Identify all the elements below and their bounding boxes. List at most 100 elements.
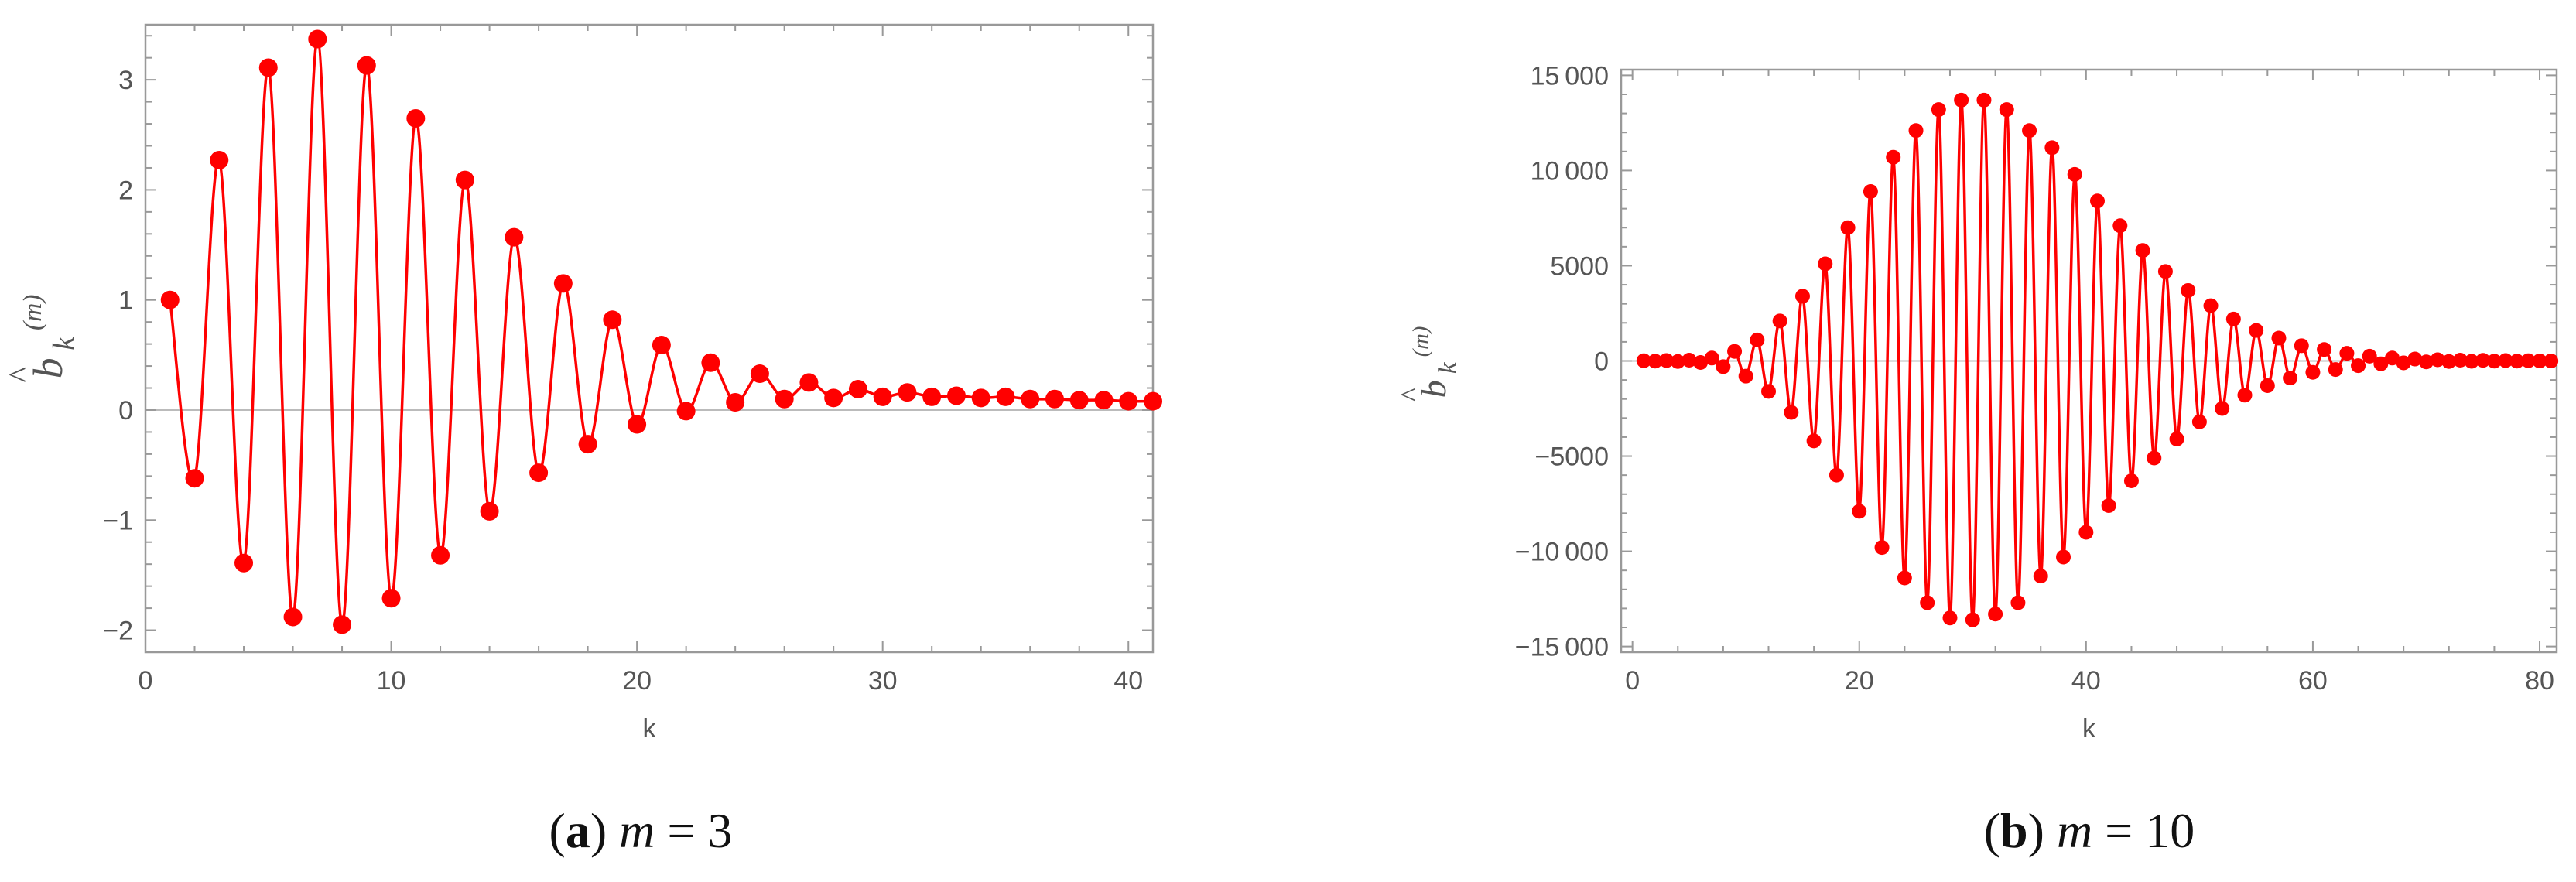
data-point (1874, 540, 1890, 556)
svg-text:b k (m): b k (m) (19, 295, 80, 379)
x-tick-label: 20 (1845, 666, 1874, 696)
data-point (2022, 123, 2037, 138)
y-label-subscript: k (1433, 361, 1462, 380)
data-point (2283, 371, 2298, 386)
data-point (1727, 344, 1743, 359)
data-point (1119, 391, 1138, 411)
data-point (1069, 391, 1089, 410)
y-tick-label: 5000 (1550, 251, 1609, 281)
y-tick-label: 0 (118, 396, 133, 426)
y-axis-label: b k (m)^ (1394, 326, 1462, 402)
x-axis-label: k (643, 714, 657, 744)
data-point (726, 393, 745, 412)
data-point (824, 388, 843, 408)
y-tick-label: −10 000 (1515, 538, 1609, 567)
data-point (1772, 313, 1787, 329)
data-point (750, 364, 769, 384)
data-point (1738, 368, 1753, 384)
y-tick-label: −15 000 (1515, 633, 1609, 662)
data-point (1806, 433, 1822, 449)
x-tick-label: 80 (2525, 666, 2554, 696)
data-point (1965, 612, 1980, 627)
data-point (2123, 473, 2139, 489)
data-point (505, 227, 524, 247)
data-point (2157, 264, 2173, 279)
data-point (2169, 431, 2184, 446)
data-point (1897, 570, 1912, 586)
data-point (1818, 256, 1833, 272)
data-point (431, 545, 450, 565)
data-point (996, 387, 1015, 406)
data-point (1681, 353, 1697, 368)
data-point (1750, 332, 1765, 347)
data-point (2044, 140, 2060, 156)
data-point (2203, 298, 2219, 313)
data-point (775, 389, 794, 409)
data-point (2225, 311, 2241, 326)
x-tick-label: 40 (1114, 666, 1143, 696)
y-label-symbol: b (25, 357, 71, 378)
data-point (2532, 354, 2547, 368)
data-point (652, 336, 671, 355)
data-point (2305, 364, 2321, 380)
data-point (1784, 405, 1799, 420)
x-tick-label: 0 (139, 666, 153, 696)
y-tick-label: −1 (103, 506, 133, 535)
data-point (971, 388, 990, 408)
data-point (2362, 348, 2377, 364)
data-point (2475, 353, 2491, 368)
data-point (2441, 354, 2457, 369)
data-point (185, 469, 204, 488)
data-point (160, 290, 180, 309)
data-point (283, 607, 303, 627)
data-point (1840, 220, 1856, 235)
data-point (2215, 401, 2230, 416)
x-tick-label: 10 (377, 666, 406, 696)
data-point (2509, 354, 2525, 369)
data-point (2294, 338, 2309, 354)
data-point (1647, 354, 1663, 369)
data-point (898, 383, 917, 402)
data-point (1761, 384, 1777, 399)
data-point (1794, 289, 1810, 304)
y-tick-label: 3 (118, 66, 133, 95)
data-point (1988, 607, 2003, 622)
data-point (406, 108, 426, 128)
data-point (2486, 354, 2502, 369)
x-tick-label: 0 (1625, 666, 1640, 696)
data-point (2067, 166, 2082, 182)
data-point (529, 463, 549, 483)
data-point (2339, 346, 2355, 361)
y-tick-label: 1 (118, 286, 133, 316)
data-point (946, 386, 966, 405)
data-point (1144, 391, 1162, 411)
data-point (1886, 149, 1901, 165)
data-point (848, 379, 867, 398)
data-point (2407, 351, 2423, 367)
x-axis-label: k (2082, 714, 2096, 744)
data-point (210, 151, 229, 170)
data-point (2033, 569, 2048, 584)
data-point (2010, 595, 2026, 610)
y-label-subscript: k (47, 337, 80, 358)
data-point (1908, 123, 1924, 138)
data-point (2430, 352, 2445, 368)
data-point (2078, 525, 2094, 540)
data-point (922, 387, 942, 406)
data-point (1636, 353, 1651, 368)
data-point (1670, 354, 1685, 369)
data-point (308, 29, 327, 49)
data-point (2101, 498, 2116, 514)
y-label-accent: ^ (1394, 388, 1426, 402)
panel-caption: (b) m = 10 (1984, 803, 2195, 858)
data-point (2317, 342, 2332, 357)
data-point (258, 58, 278, 77)
data-point (1942, 610, 1958, 626)
data-point (234, 553, 254, 573)
data-point (1999, 102, 2014, 118)
data-point (2135, 243, 2150, 258)
y-tick-label: −2 (103, 617, 133, 646)
panel-caption: (a) m = 3 (549, 803, 733, 858)
plot-frame (144, 23, 1155, 654)
